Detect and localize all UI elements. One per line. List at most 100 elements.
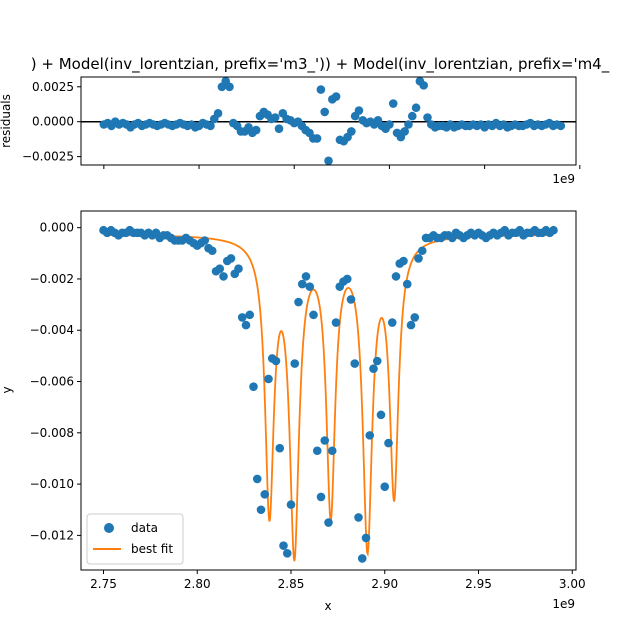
residual-point <box>407 111 417 121</box>
residual-point <box>324 156 333 166</box>
data-point <box>320 436 330 445</box>
main-axes-frame <box>80 210 577 571</box>
main-xtick-label: 2.80 <box>184 577 211 591</box>
data-point <box>207 246 217 256</box>
data-point <box>241 320 251 330</box>
data-point <box>342 274 352 284</box>
data-point <box>249 382 258 391</box>
residuals-ytick-label: 0.0025 <box>32 80 74 94</box>
main-ytick-label: −0.002 <box>30 272 74 286</box>
data-point <box>256 505 266 515</box>
main-x-offset: 1e9 <box>552 597 575 611</box>
data-point <box>376 410 386 420</box>
residual-point <box>404 120 413 129</box>
data-point <box>410 313 420 322</box>
data-point <box>264 374 273 384</box>
data-point <box>312 446 322 456</box>
main-y-ticks: 0.000 −0.002 −0.004 −0.006 −0.008 −0.010 −0.01… <box>30 221 81 542</box>
data-point <box>286 500 296 509</box>
residual-point <box>423 113 432 122</box>
legend-data-label: data <box>131 521 158 535</box>
residual-point <box>400 127 409 136</box>
data-point <box>316 492 326 502</box>
main-x-ticks: 2.75 2.80 2.85 2.90 2.95 3.00 <box>90 570 586 591</box>
data-point <box>237 313 247 322</box>
data-point <box>279 541 288 550</box>
main-xlabel: x <box>324 599 331 613</box>
residuals-ytick-label: 0.0000 <box>32 115 74 129</box>
residual-point <box>411 103 421 113</box>
main-ylabel: y <box>0 386 14 393</box>
data-point <box>271 356 281 366</box>
main-xtick-label: 2.85 <box>278 577 305 591</box>
residuals-title: ) + Model(inv_lorentzian, prefix='m3_'))… <box>31 55 610 74</box>
data-point <box>260 490 270 499</box>
data-point <box>301 272 311 281</box>
data-point <box>294 297 303 307</box>
data-point <box>305 282 315 291</box>
data-points <box>99 225 558 563</box>
residual-point <box>556 121 566 131</box>
residual-point <box>270 113 280 122</box>
legend-data-marker <box>104 523 114 533</box>
main-ytick-label: −0.006 <box>30 375 74 389</box>
residual-point <box>316 85 326 94</box>
residual-point <box>354 106 364 115</box>
data-point <box>290 359 300 368</box>
main-ytick-label: −0.012 <box>30 528 74 542</box>
data-point <box>365 431 375 440</box>
data-point <box>380 482 390 491</box>
data-point <box>387 318 397 327</box>
data-point <box>399 256 408 266</box>
legend-fit-label: best fit <box>131 542 173 556</box>
main-ytick-label: −0.004 <box>30 323 74 337</box>
data-point <box>245 310 255 320</box>
residual-point <box>251 125 261 135</box>
data-point <box>252 474 262 484</box>
residuals-ylabel: residuals <box>0 94 13 148</box>
residuals-axes-frame <box>80 76 577 166</box>
data-point <box>406 320 416 330</box>
main-xtick-label: 2.90 <box>371 577 398 591</box>
data-point <box>215 264 225 273</box>
data-point <box>357 554 367 563</box>
data-point <box>219 272 228 281</box>
residual-point <box>385 120 394 129</box>
data-point <box>361 533 371 543</box>
main-xtick-label: 2.95 <box>465 577 492 591</box>
data-point <box>369 364 378 374</box>
main-xtick-label: 2.75 <box>90 577 117 591</box>
residuals-x-offset: 1e9 <box>552 172 575 186</box>
residuals-ytick-label: −0.0025 <box>22 150 74 164</box>
data-point <box>384 438 393 448</box>
data-point <box>391 272 401 281</box>
residual-point <box>388 99 398 108</box>
main-ytick-label: −0.010 <box>30 477 74 491</box>
residuals-x-ticks <box>103 165 581 169</box>
main-ytick-label: 0.000 <box>40 221 74 235</box>
residuals-points <box>99 76 566 166</box>
main-xtick-label: 3.00 <box>559 577 586 591</box>
residual-point <box>206 121 215 131</box>
data-point <box>282 549 292 558</box>
data-point <box>327 446 337 456</box>
data-point <box>417 246 427 256</box>
data-point <box>346 295 356 304</box>
residual-point <box>213 109 223 118</box>
data-point <box>226 254 236 263</box>
main-panel: 0.000 −0.002 −0.004 −0.006 −0.008 −0.010 −0.01… <box>0 210 586 613</box>
data-point <box>549 225 558 235</box>
residual-point <box>347 127 356 136</box>
data-point <box>414 254 423 263</box>
data-point <box>309 310 318 320</box>
data-point <box>402 279 412 289</box>
data-point <box>324 518 333 527</box>
residual-point <box>274 124 284 133</box>
residual-point <box>312 134 322 143</box>
data-point <box>297 279 307 289</box>
data-point <box>331 318 341 327</box>
data-point <box>275 443 285 453</box>
main-ytick-label: −0.008 <box>30 426 74 440</box>
data-point <box>354 513 363 522</box>
